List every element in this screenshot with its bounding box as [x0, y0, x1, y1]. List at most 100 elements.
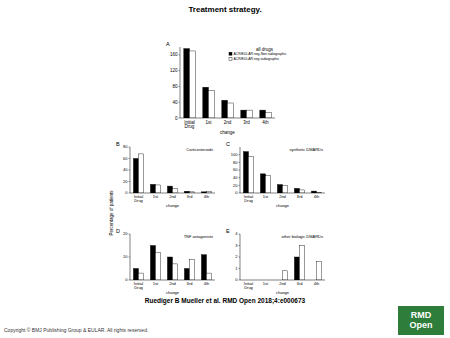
text-line: 4th	[314, 194, 320, 199]
x-axis-label: change	[276, 290, 290, 295]
text-line: Drug	[244, 285, 253, 290]
legend-label: ACR/EULAR neg-Non radiographic	[234, 52, 287, 56]
bar	[190, 51, 196, 118]
text-line: 1st	[205, 120, 212, 125]
bar	[247, 110, 253, 118]
text-line: Drug	[134, 198, 143, 203]
bar	[156, 185, 161, 193]
text-line: 3rd	[297, 281, 303, 286]
bar	[150, 246, 155, 281]
bars	[243, 152, 321, 193]
panel-letter: E	[226, 228, 230, 234]
y-tick-label: 40	[233, 175, 238, 180]
text-line: 4th	[204, 281, 210, 286]
y-tick	[239, 185, 241, 186]
y-tick-label: 3	[235, 243, 238, 248]
y-tick	[129, 170, 131, 171]
panel-letter: D	[116, 228, 120, 234]
y-tick	[239, 193, 241, 194]
bar	[249, 156, 254, 193]
text-line: 4th	[262, 120, 269, 125]
chart-title: TNF antagonists	[184, 234, 213, 239]
bar	[207, 273, 212, 280]
chart-panel: 01020InitialDrug1st2nd3rd4thchangeTNF an…	[116, 228, 215, 295]
panel-letter: B	[116, 141, 120, 147]
bar	[241, 110, 247, 118]
y-tick	[239, 170, 241, 171]
x-tick-label: InitialDrug	[244, 281, 253, 290]
y-tick	[129, 158, 131, 159]
bars	[133, 246, 211, 281]
bar	[173, 188, 178, 193]
x-tick-label: InitialDrug	[134, 281, 143, 290]
chart-title: synthetic DMARDs	[289, 147, 323, 152]
y-tick-label: 40	[123, 167, 128, 172]
x-axis-label: change	[220, 130, 235, 135]
bar	[209, 90, 215, 118]
y-tick	[239, 234, 241, 235]
bar	[283, 185, 288, 193]
bar	[207, 191, 212, 193]
bar	[190, 259, 195, 280]
bar	[260, 174, 265, 193]
bar	[167, 186, 172, 193]
y-tick-label: 40	[172, 100, 178, 105]
y-tick-label: 0	[235, 277, 238, 282]
x-tick-label: 1st	[153, 194, 159, 199]
y-tick-label: 4	[235, 231, 238, 236]
text-line: 3rd	[297, 194, 303, 199]
text-line: 4th	[204, 194, 210, 199]
legend-label: ACR/EULAR neg radiographic	[234, 57, 280, 61]
x-tick-label: 2nd	[169, 194, 176, 199]
bar	[203, 87, 209, 118]
y-tick	[179, 102, 181, 103]
bar	[150, 184, 155, 193]
text-line: 2nd	[169, 194, 176, 199]
figure: Treatment strategy.04080120160InitialDru…	[0, 0, 450, 338]
y-tick-label: 20	[123, 179, 128, 184]
text-line: 4th	[314, 281, 320, 286]
bar	[300, 246, 305, 281]
x-tick-label: 4th	[204, 194, 210, 199]
chart-panel: 020406080InitialDrug1st2nd3rd4thchangeCo…	[109, 141, 215, 236]
text-line: 2nd	[169, 281, 176, 286]
text-line: 3rd	[187, 194, 193, 199]
x-tick-label: 2nd	[279, 281, 286, 286]
y-axis	[240, 234, 241, 280]
y-tick	[129, 280, 131, 281]
figure-title: Treatment strategy.	[188, 5, 261, 14]
y-tick-label: 100	[231, 152, 238, 157]
bar	[294, 188, 299, 193]
x-tick-label: 1st	[153, 281, 159, 286]
y-tick	[239, 268, 241, 269]
y-tick-label: 0	[125, 277, 128, 282]
bar	[317, 262, 322, 280]
y-tick-label: 1	[235, 266, 238, 271]
logo-box	[398, 306, 444, 335]
legend-swatch	[229, 57, 232, 60]
text-line: 1st	[263, 194, 269, 199]
y-tick	[239, 154, 241, 155]
x-tick-label: 3rd	[187, 281, 193, 286]
x-tick-label: 2nd	[169, 281, 176, 286]
legend-swatch	[229, 52, 232, 55]
y-tick	[179, 118, 181, 119]
text-line: 2nd	[279, 281, 286, 286]
x-tick-label: 4th	[314, 281, 320, 286]
text-line: Drug	[185, 124, 195, 129]
x-axis-label: change	[276, 203, 290, 208]
y-tick	[129, 234, 131, 235]
text-line: 2nd	[224, 120, 232, 125]
y-tick-label: 80	[233, 160, 238, 165]
bar	[266, 112, 272, 118]
x-tick-label: 2nd	[224, 120, 232, 125]
y-tick	[239, 245, 241, 246]
chart-panel: 04080120160InitialDrug1st2nd3rd4thchange…	[166, 41, 287, 135]
logo: RMDOpen	[409, 310, 432, 330]
x-tick-label: 4th	[204, 281, 210, 286]
y-axis-label: Percentage of patients	[109, 190, 114, 236]
text-line: 3rd	[187, 281, 193, 286]
y-axis	[130, 147, 131, 193]
citation: Ruediger B Mueller et al. RMD Open 2018;…	[145, 297, 306, 305]
y-tick-label: 20	[123, 231, 128, 236]
